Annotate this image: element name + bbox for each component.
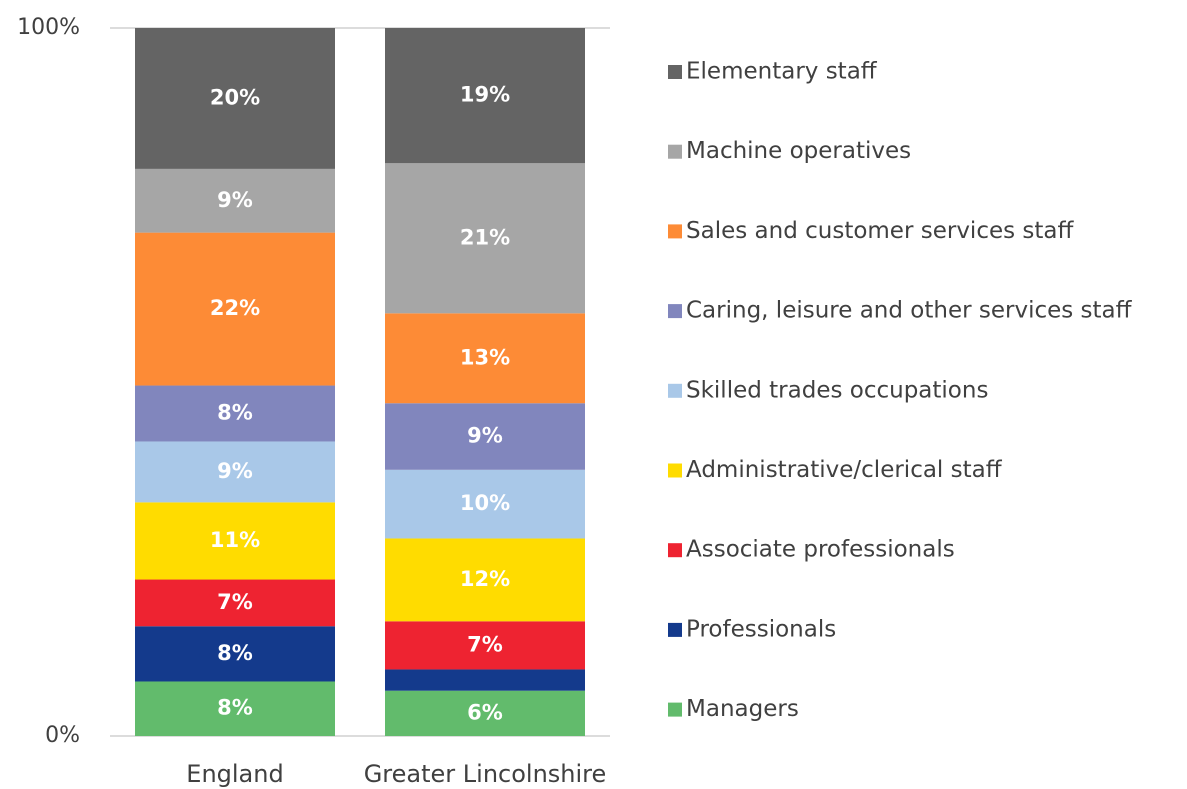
data-label: 6% [467, 700, 503, 724]
data-label: 20% [210, 85, 260, 109]
data-label: 8% [217, 696, 253, 720]
legend-label: Machine operatives [686, 138, 911, 164]
legend-label: Skilled trades occupations [686, 377, 988, 403]
bar-segment [135, 385, 335, 442]
legend-label: Administrative/clerical staff [686, 457, 1003, 483]
data-label: 10% [460, 491, 510, 515]
legend-swatch [668, 304, 682, 319]
bar-segment [135, 502, 335, 580]
legend-swatch [668, 224, 682, 239]
data-label: 7% [217, 590, 253, 614]
legend-swatch [668, 543, 682, 558]
bar-segment [385, 403, 585, 470]
bar-segment [385, 469, 585, 539]
bar-segment [135, 28, 335, 169]
legend-swatch [668, 144, 682, 159]
bar-segment [135, 681, 335, 736]
legend-swatch [668, 65, 682, 79]
bar-segment [385, 313, 585, 404]
legend-swatch [668, 622, 682, 637]
data-label: 22% [210, 296, 260, 320]
legend-swatch [668, 702, 682, 717]
bar-segment [385, 621, 585, 670]
bar-segment [135, 168, 335, 233]
data-label: 9% [217, 459, 253, 483]
legend-label: Elementary staff [686, 59, 878, 85]
data-label: 8% [217, 641, 253, 665]
data-label: 9% [467, 424, 503, 448]
bar-segment [385, 538, 585, 622]
y-tick-label: 0% [45, 723, 80, 748]
y-tick-label: 100% [17, 15, 80, 40]
data-label: 19% [460, 83, 510, 107]
legend-label: Professionals [686, 616, 836, 642]
x-tick-label: England [186, 760, 283, 788]
data-label: 11% [210, 528, 260, 552]
legend-label: Managers [686, 696, 799, 722]
bar-segment [385, 28, 585, 164]
legend-label: Sales and customer services staff [686, 218, 1075, 244]
bar-segment [135, 441, 335, 503]
legend-swatch [668, 383, 682, 398]
legend-label: Associate professionals [686, 537, 955, 563]
data-label: 21% [460, 225, 510, 249]
data-label: 13% [460, 345, 510, 369]
bar-segment [385, 690, 585, 736]
bar-segment [135, 626, 335, 682]
bar-segment [135, 579, 335, 627]
data-label: 8% [217, 401, 253, 425]
x-tick-label: Greater Lincolnshire [364, 760, 607, 788]
data-label: 7% [467, 632, 503, 656]
bar-segment [385, 163, 585, 314]
data-label: 9% [217, 188, 253, 212]
legend-swatch [668, 463, 682, 478]
data-label: 12% [460, 567, 510, 591]
bar-segment [135, 232, 335, 386]
legend-label: Caring, leisure and other services staff [686, 298, 1133, 324]
bar-segment [385, 669, 585, 691]
